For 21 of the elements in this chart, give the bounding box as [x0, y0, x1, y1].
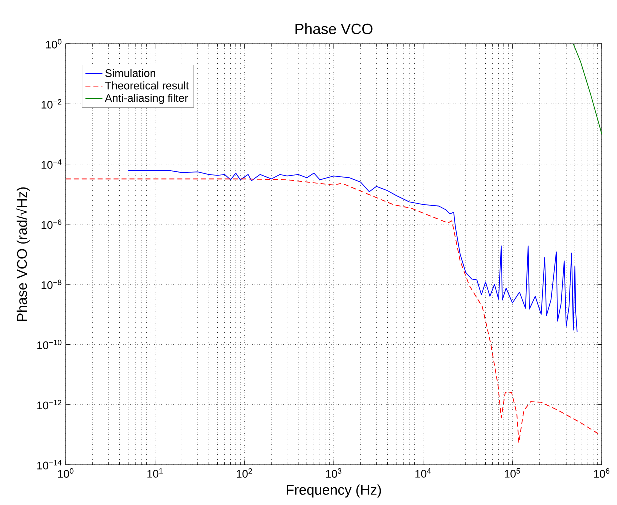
y-tick-label: 10$^{−6}$ — [42, 220, 62, 230]
y-axis-title: Phase VCO (rad/√Hz) — [16, 188, 30, 322]
x-tick-label: 10$^{2}$ — [237, 468, 252, 478]
x-tick-label: 10$^{1}$ — [148, 468, 163, 478]
legend-label: Theoretical result — [105, 82, 190, 90]
y-tick-label: 10$^{−12}$ — [38, 400, 62, 410]
y-tick-label: 10$^{−14}$ — [38, 460, 62, 470]
y-tick-label: 10$^{−8}$ — [42, 280, 62, 290]
y-tick-label: 10$^{−4}$ — [42, 160, 62, 169]
x-tick-label: 10$^{4}$ — [416, 468, 432, 478]
x-tick-label: 10$^{0}$ — [58, 468, 74, 478]
chart-title: Phase VCO — [296, 24, 373, 34]
y-tick-label: 10$^{−10}$ — [38, 340, 62, 350]
y-tick-label: 10$^{−2}$ — [42, 99, 62, 109]
x-axis-title: Frequency (Hz) — [287, 484, 382, 498]
y-tick-label: 10$^{0}$ — [46, 39, 62, 49]
x-tick-label: 10$^{5}$ — [505, 468, 520, 478]
x-tick-label: 10$^{6}$ — [594, 468, 610, 478]
legend-label: Simulation — [106, 69, 156, 78]
legend-label: Anti-aliasing filter — [105, 94, 188, 104]
x-tick-label: 10$^{3}$ — [326, 468, 342, 478]
